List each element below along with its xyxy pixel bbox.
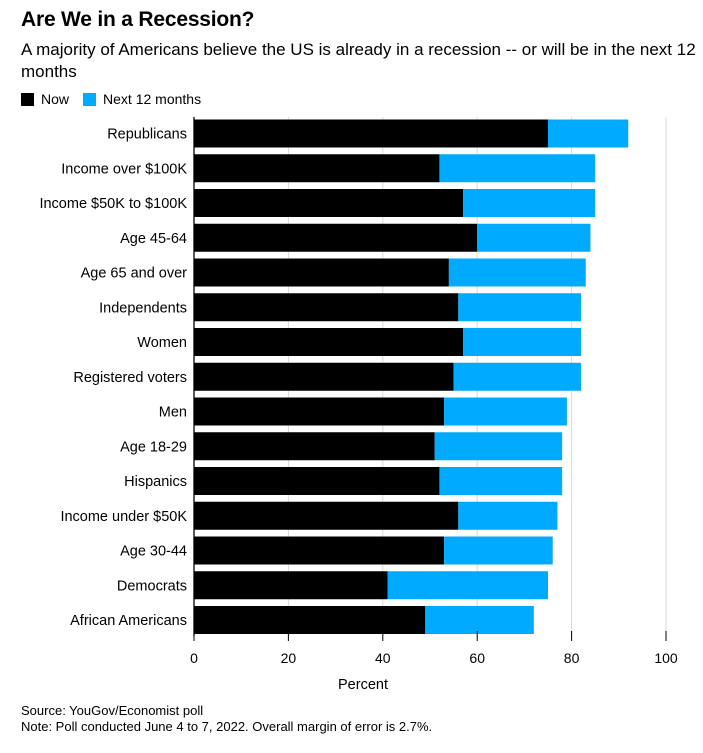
x-tick-label: 100 [654, 650, 678, 666]
legend-swatch-next-12-months [83, 92, 97, 106]
category-label: Income over $100K [61, 161, 187, 177]
legend: Now Next 12 months [21, 91, 215, 107]
x-tick-label: 20 [281, 650, 297, 666]
bar-now [194, 606, 426, 634]
bar-now [194, 571, 388, 600]
bar-next-12-months [434, 432, 563, 461]
x-tick-label: 80 [564, 650, 580, 666]
bar-now [194, 189, 464, 217]
bar-chart: Republicans Income over $100K Income $50K … [39, 117, 678, 693]
source-note: Source: YouGov/Economist poll [21, 703, 204, 718]
chart-subtitle: A majority of Americans believe the US i… [21, 40, 696, 81]
x-axis-title: Percent [338, 677, 388, 693]
bar-next-12-months [439, 467, 563, 495]
x-tick-label: 40 [375, 650, 391, 666]
bar-now [194, 397, 445, 426]
legend-swatch-now [21, 92, 34, 106]
category-label: Income under $50K [60, 509, 187, 525]
category-label: Age 45-64 [120, 231, 187, 247]
bar-next-12-months [463, 328, 582, 356]
category-label: Age 30-44 [120, 544, 187, 560]
chart-footer: Source: YouGov/Economist poll Note: Poll… [21, 703, 432, 735]
category-label: Democrats [117, 578, 187, 594]
bar-next-12-months [477, 223, 591, 252]
bar-now [194, 328, 464, 356]
category-label: Independents [99, 300, 187, 316]
bar-now [194, 119, 548, 148]
bar-next-12-months [548, 119, 629, 148]
bar-now [194, 467, 440, 495]
bar-next-12-months [463, 189, 596, 217]
bar-now [194, 536, 445, 565]
category-label: Registered voters [73, 370, 187, 386]
category-label: Women [137, 335, 187, 351]
x-tick-label: 60 [469, 650, 485, 666]
category-label: Republicans [107, 127, 187, 143]
bar-next-12-months [458, 501, 558, 530]
bar-now [194, 223, 478, 252]
bar-next-12-months [425, 606, 534, 634]
bar-now [194, 293, 459, 322]
bar-now [194, 432, 435, 461]
bar-next-12-months [387, 571, 548, 600]
category-label: Age 18-29 [120, 439, 187, 455]
category-label: Hispanics [124, 474, 187, 490]
category-label: Men [159, 405, 187, 421]
chart-title: Are We in a Recession? [21, 8, 255, 31]
bar-next-12-months [453, 362, 582, 391]
poll-note: Note: Poll conducted June 4 to 7, 2022. … [21, 719, 433, 734]
bar-next-12-months [444, 536, 553, 565]
bar-next-12-months [444, 397, 567, 426]
legend-label-next-12-months: Next 12 months [103, 91, 202, 107]
bar-now [194, 154, 440, 183]
bar-next-12-months [439, 154, 596, 183]
category-label: Age 65 and over [81, 266, 188, 282]
bar-now [194, 258, 449, 287]
bar-next-12-months [448, 258, 586, 287]
category-label: African Americans [70, 613, 187, 629]
legend-label-now: Now [41, 91, 70, 107]
legend-item-now: Now [21, 91, 69, 107]
x-tick-label: 0 [190, 650, 198, 666]
bar-now [194, 362, 454, 391]
bar-next-12-months [458, 293, 582, 322]
category-label: Income $50K to $100K [39, 196, 187, 212]
bar-now [194, 501, 459, 530]
legend-item-next-12-months: Next 12 months [83, 91, 201, 107]
